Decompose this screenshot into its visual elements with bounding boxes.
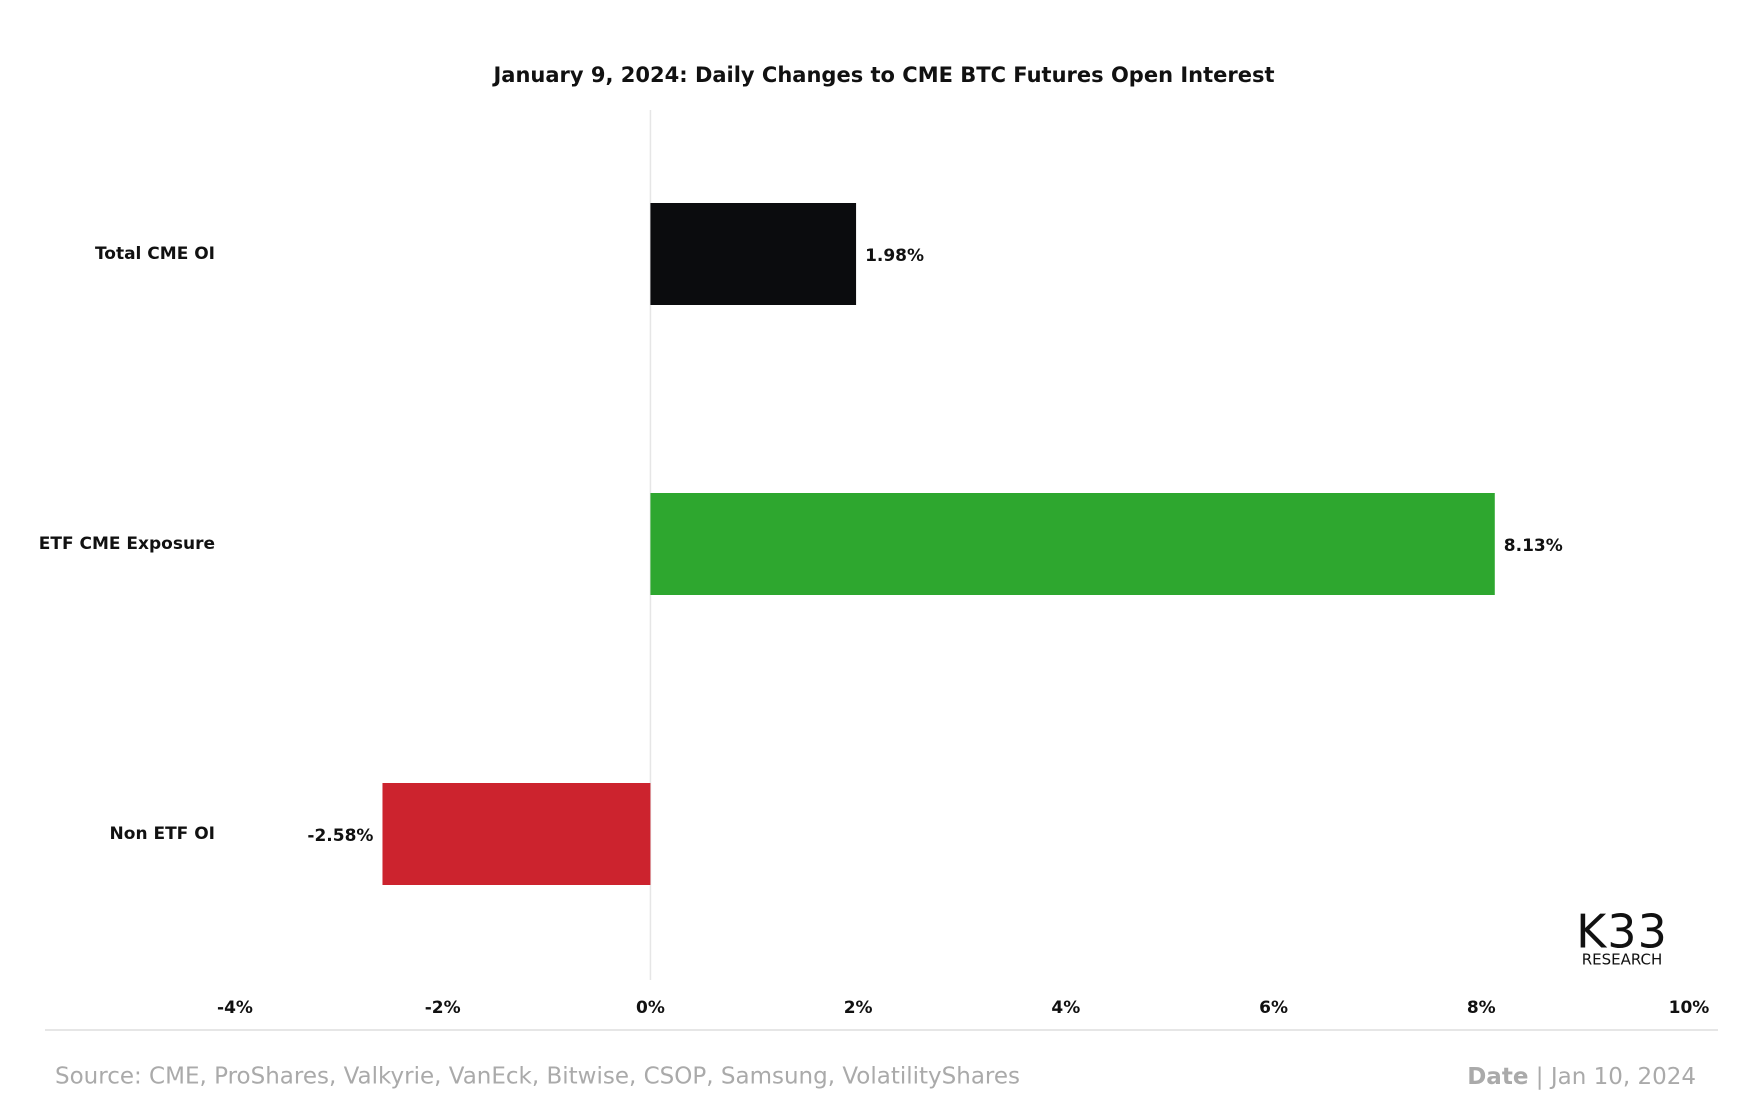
value-label: 8.13% bbox=[1504, 536, 1563, 556]
bar bbox=[382, 783, 651, 885]
bar bbox=[650, 493, 1495, 595]
x-tick-label: 8% bbox=[1467, 998, 1496, 1018]
x-tick-label: -2% bbox=[425, 998, 461, 1018]
x-tick-label: 10% bbox=[1669, 998, 1710, 1018]
x-tick-label: -4% bbox=[217, 998, 253, 1018]
footer-source: Source: CME, ProShares, Valkyrie, VanEck… bbox=[55, 1064, 1020, 1090]
y-tick-label: ETF CME Exposure bbox=[39, 534, 215, 554]
logo-sub: RESEARCH bbox=[1582, 951, 1663, 969]
footer-date: Date | Jan 10, 2024 bbox=[1467, 1064, 1696, 1090]
value-label: -2.58% bbox=[307, 826, 373, 846]
date-label: Date bbox=[1467, 1064, 1528, 1090]
chart-title: January 9, 2024: Daily Changes to CME BT… bbox=[491, 63, 1274, 87]
x-tick-label: 4% bbox=[1051, 998, 1080, 1018]
bar bbox=[650, 203, 857, 305]
value-label: 1.98% bbox=[865, 246, 924, 266]
x-tick-label: 2% bbox=[844, 998, 873, 1018]
x-tick-label: 6% bbox=[1259, 998, 1288, 1018]
y-tick-label: Non ETF OI bbox=[110, 824, 215, 844]
date-sep: | bbox=[1528, 1064, 1550, 1090]
x-tick-label: 0% bbox=[636, 998, 665, 1018]
y-tick-label: Total CME OI bbox=[95, 244, 215, 264]
date-value: Jan 10, 2024 bbox=[1549, 1064, 1696, 1090]
logo-mark: K33 bbox=[1576, 905, 1668, 959]
